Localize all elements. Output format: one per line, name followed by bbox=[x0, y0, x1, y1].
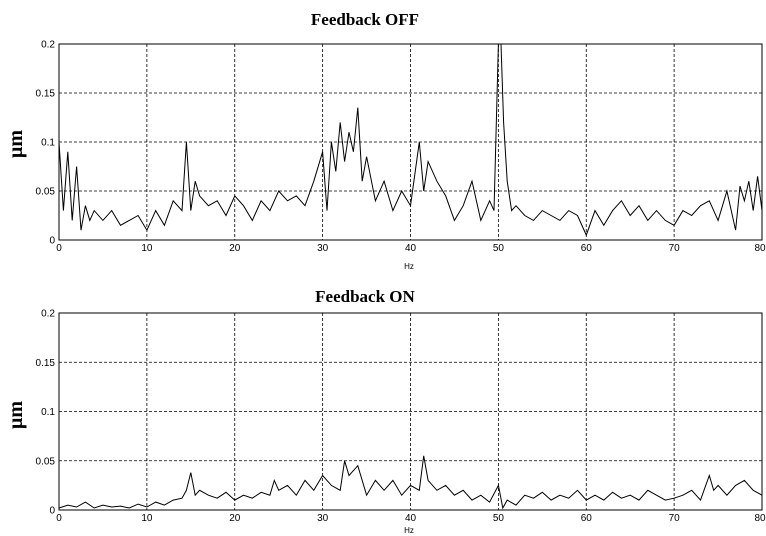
chart-feedback-off: Feedback OFF μm Hz 0 10 20 30 40 50 60 70 80 0 0.0… bbox=[5, 10, 766, 271]
x-tick-label: 40 bbox=[405, 243, 417, 254]
grid-lines bbox=[59, 44, 762, 240]
x-tick-label: 50 bbox=[493, 243, 505, 254]
y-axis-label: μm bbox=[5, 401, 27, 429]
y-tick-label: 0 bbox=[49, 506, 55, 517]
chart-title: Feedback ON bbox=[315, 287, 415, 306]
grid-lines bbox=[59, 313, 762, 510]
x-tick-label: 0 bbox=[56, 513, 62, 524]
series-line bbox=[58, 455, 763, 510]
y-tick-label: 0.1 bbox=[41, 407, 55, 418]
x-tick-label: 20 bbox=[229, 513, 241, 524]
y-tick-label: 0.2 bbox=[41, 40, 55, 51]
x-tick-label: 80 bbox=[754, 513, 766, 524]
y-tick-label: 0 bbox=[49, 236, 55, 247]
x-tick-label: 10 bbox=[141, 513, 153, 524]
y-tick-label: 0.1 bbox=[41, 138, 55, 149]
x-tick-label: 70 bbox=[669, 513, 681, 524]
y-axis-label: μm bbox=[5, 130, 27, 158]
tick-labels: 0 10 20 30 40 50 60 70 80 0 0.05 0.1 0.15 0.2 bbox=[36, 40, 766, 255]
x-tick-label: 50 bbox=[493, 513, 505, 524]
chart-feedback-on: Feedback ON μm Hz 0 10 20 30 40 50 60 70 80 0 0.05… bbox=[5, 287, 766, 535]
x-tick-label: 80 bbox=[754, 243, 766, 254]
y-tick-label: 0.05 bbox=[36, 187, 56, 198]
y-tick-label: 0.2 bbox=[41, 309, 55, 320]
x-axis-label: Hz bbox=[404, 262, 414, 271]
series-line bbox=[58, 43, 763, 237]
x-tick-label: 70 bbox=[669, 243, 681, 254]
x-tick-label: 60 bbox=[581, 243, 593, 254]
x-tick-label: 40 bbox=[405, 513, 417, 524]
x-tick-label: 30 bbox=[317, 513, 329, 524]
x-tick-label: 60 bbox=[581, 513, 593, 524]
x-tick-label: 30 bbox=[317, 243, 329, 254]
y-tick-label: 0.05 bbox=[36, 456, 56, 467]
y-tick-label: 0.15 bbox=[36, 89, 56, 100]
tick-labels: 0 10 20 30 40 50 60 70 80 0 0.05 0.1 0.15 0.2 bbox=[36, 309, 766, 525]
x-tick-label: 0 bbox=[56, 243, 62, 254]
x-axis-label: Hz bbox=[404, 526, 414, 535]
chart-title: Feedback OFF bbox=[311, 10, 419, 29]
plot-frame bbox=[58, 43, 763, 241]
plot-frame bbox=[58, 312, 763, 511]
x-tick-label: 20 bbox=[229, 243, 241, 254]
y-tick-label: 0.15 bbox=[36, 358, 56, 369]
x-tick-label: 10 bbox=[141, 243, 153, 254]
